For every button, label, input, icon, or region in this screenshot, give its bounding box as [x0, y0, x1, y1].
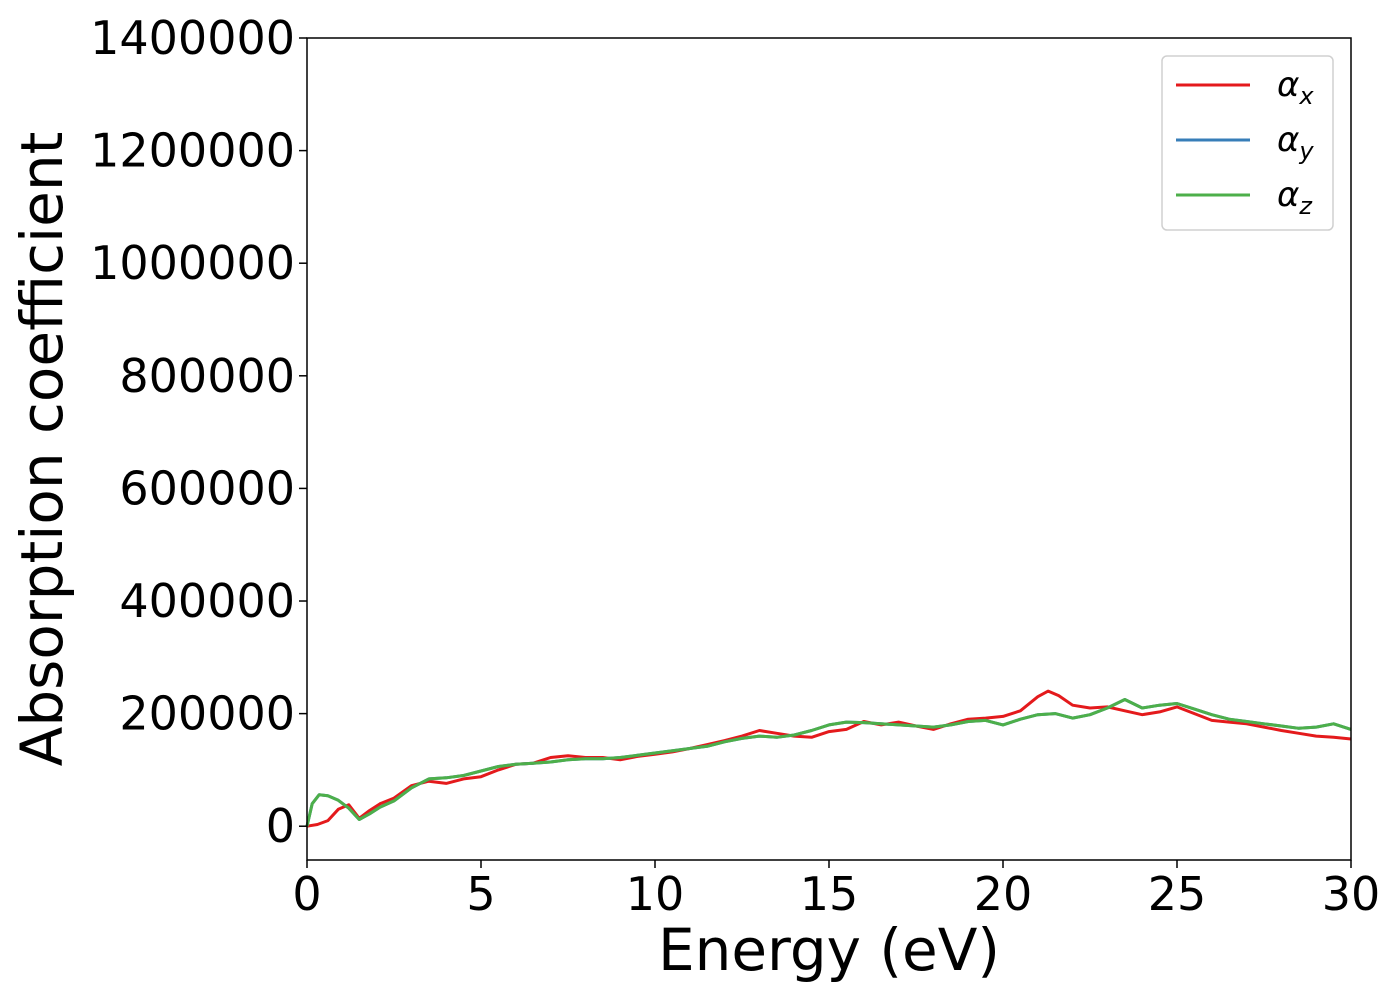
x-tick-label: 30 — [1322, 867, 1381, 921]
x-tick-label: 25 — [1148, 867, 1207, 921]
x-tick-label: 10 — [626, 867, 685, 921]
x-axis-title: Energy (eV) — [658, 916, 1000, 984]
y-tick-label: 1200000 — [90, 124, 295, 178]
series-line-x — [306, 689, 1352, 828]
y-tick-label: 600000 — [119, 461, 295, 515]
series-line-z — [305, 698, 1352, 827]
y-tick-label: 0 — [266, 799, 295, 853]
legend-box — [1161, 55, 1334, 231]
y-tick-label: 200000 — [119, 687, 295, 741]
y-axis-title: Absorption coefficient — [8, 132, 76, 767]
legend: αx αy αz — [1161, 55, 1334, 231]
series-line-y — [305, 698, 1352, 827]
y-tick-label: 1400000 — [90, 11, 295, 65]
y-axis: 0 200000 400000 600000 800000 1000000 1200000 1… — [90, 11, 307, 853]
y-tick-label: 800000 — [119, 349, 295, 403]
legend-label-y: αy — [1277, 120, 1314, 165]
x-tick-label: 20 — [974, 867, 1033, 921]
legend-label-x: αx — [1277, 65, 1314, 110]
y-tick-label: 400000 — [119, 574, 295, 628]
x-axis: 0 5 10 15 20 25 30 — [292, 860, 1380, 921]
legend-label-z: αz — [1277, 175, 1313, 220]
plot-lines — [305, 689, 1352, 828]
x-tick-label: 15 — [800, 867, 859, 921]
y-tick-label: 1000000 — [90, 236, 295, 290]
x-tick-label: 5 — [466, 867, 495, 921]
x-tick-label: 0 — [292, 867, 321, 921]
